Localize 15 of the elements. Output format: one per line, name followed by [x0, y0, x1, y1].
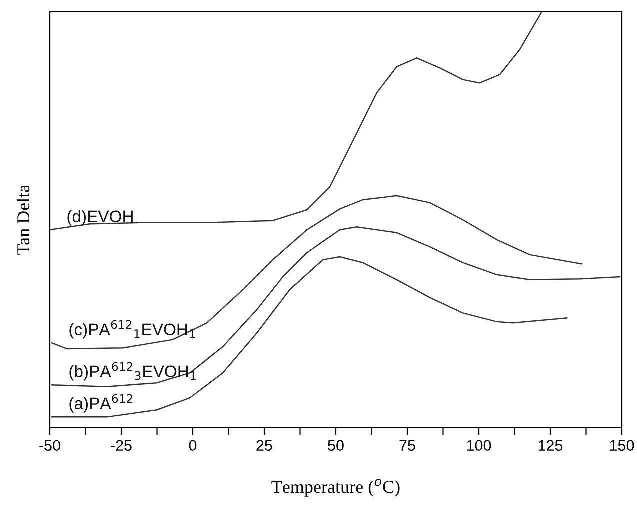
- series-label: (a)PA$^{612}$: [70, 394, 133, 413]
- series-label: (b)PA$^{612}$$_{3}$EVOH$_{1}$: [70, 362, 196, 381]
- x-tick-label: -25: [111, 440, 132, 452]
- series-label: (d)EVOH: [68, 210, 133, 226]
- x-tick-label: 100: [467, 440, 492, 452]
- y-axis-title: Tan Delta: [16, 185, 30, 255]
- x-tick-label: 125: [538, 440, 563, 452]
- series-label: (c)PA$^{612}$$_{1}$EVOH$_{1}$: [70, 320, 195, 339]
- x-tick-label: 25: [256, 440, 272, 452]
- x-tick-label: 50: [328, 440, 344, 452]
- x-tick-label: 75: [400, 440, 416, 452]
- x-tick-label: 150: [610, 440, 634, 452]
- x-tick-label: 0: [189, 440, 197, 452]
- x-tick-label: -50: [40, 440, 60, 452]
- x-axis-title: Temperature ($^{o}$C): [272, 479, 400, 497]
